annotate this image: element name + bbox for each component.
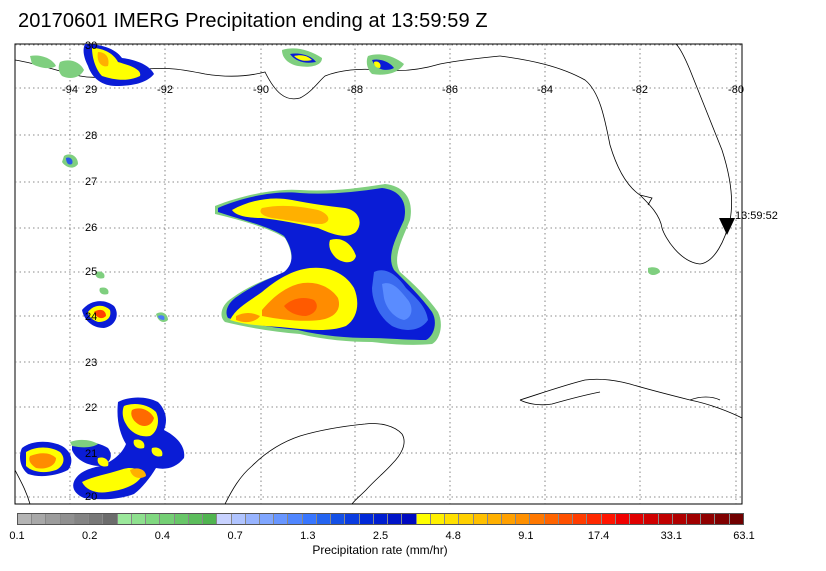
colorbar-swatch (174, 514, 189, 524)
overpass-time-label: 13:59:52 (735, 210, 778, 222)
lat-label: 27 (85, 176, 97, 188)
lon-gridlines (69, 44, 737, 504)
longitude-labels: -94 -92 -90 -88 -86 -84 -82 -80 (62, 84, 744, 96)
colorbar-swatch (530, 514, 545, 524)
colorbar-swatch (274, 514, 289, 524)
lat-label: 22 (85, 402, 97, 414)
lon-label: -94 (62, 84, 78, 96)
colorbar-swatch (473, 514, 488, 524)
colorbar-swatch (188, 514, 204, 524)
lon-label: -90 (253, 84, 269, 96)
colorbar-tick-label: 4.8 (445, 530, 461, 542)
lat-label: 29 (85, 84, 97, 96)
lat-label: 20 (85, 491, 97, 503)
colorbar-tick-label: 1.3 (300, 530, 316, 542)
colorbar-swatch (601, 514, 616, 524)
colorbar-swatch (430, 514, 446, 524)
colorbar-swatch (160, 514, 175, 524)
colorbar-swatch (46, 514, 61, 524)
precipitation-map: 30 29 28 27 26 25 24 23 22 21 20 -94 -92… (14, 40, 778, 505)
latitude-labels: 30 29 28 27 26 25 24 23 22 21 20 (85, 40, 97, 503)
colorbar-tick-label: 0.7 (227, 530, 243, 542)
colorbar-swatch (658, 514, 673, 524)
colorbar-swatch (573, 514, 588, 524)
lon-label: -82 (632, 84, 648, 96)
colorbar-tick-label: 63.1 (733, 530, 755, 542)
colorbar-swatch (402, 514, 417, 524)
colorbar-tick-label: 9.1 (518, 530, 534, 542)
colorbar-swatch (203, 514, 218, 524)
colorbar-swatch (288, 514, 303, 524)
colorbar-swatch (687, 514, 702, 524)
lat-label: 30 (85, 40, 97, 52)
colorbar-swatch (644, 514, 659, 524)
colorbar-tick-label: 2.5 (372, 530, 389, 542)
colorbar-swatch (60, 514, 75, 524)
colorbar-swatch (701, 514, 716, 524)
map-title: 20170601 IMERG Precipitation ending at 1… (18, 10, 488, 32)
colorbar-swatch (302, 514, 317, 524)
colorbar-swatch (316, 514, 332, 524)
colorbar-swatch (259, 514, 275, 524)
colorbar-swatch (217, 514, 232, 524)
lon-label: -92 (157, 84, 173, 96)
lat-label: 25 (85, 266, 97, 278)
lon-label: -84 (537, 84, 553, 96)
colorbar-swatch (345, 514, 360, 524)
colorbar-swatch (516, 514, 531, 524)
colorbar-swatch (231, 514, 246, 524)
lat-label: 21 (85, 448, 97, 460)
colorbar-swatch (103, 514, 118, 524)
precipitation-cells (20, 44, 660, 500)
colorbar-swatch (416, 514, 431, 524)
colorbar-swatch (715, 514, 730, 524)
colorbar-swatch (445, 514, 460, 524)
colorbar-label: Precipitation rate (mm/hr) (312, 543, 448, 557)
colorbar-swatch (131, 514, 147, 524)
colorbar-tick-label: 0.4 (154, 530, 171, 542)
colorbar-swatch (487, 514, 502, 524)
lat-label: 23 (85, 357, 97, 369)
colorbar-swatch (630, 514, 645, 524)
colorbar-swatch (587, 514, 602, 524)
colorbar-swatch (544, 514, 559, 524)
lon-label: -88 (347, 84, 363, 96)
colorbar-swatch (359, 514, 374, 524)
colorbar-swatch (89, 514, 104, 524)
colorbar-swatch (18, 514, 33, 524)
colorbar-swatch (373, 514, 389, 524)
colorbar-tick-label: 0.1 (9, 530, 25, 542)
colorbar-swatch (615, 514, 631, 524)
colorbar (17, 513, 744, 525)
colorbar-tick-label: 17.4 (587, 530, 610, 542)
lat-label: 24 (85, 311, 97, 323)
colorbar-swatch (729, 514, 743, 524)
colorbar-ticks: 0.1 0.2 0.4 0.7 1.3 2.5 4.8 9.1 17.4 33.1 63.1 (0, 530, 826, 544)
colorbar-tick-label: 0.2 (82, 530, 98, 542)
colorbar-swatch (331, 514, 346, 524)
colorbar-swatch (117, 514, 132, 524)
colorbar-tick-label: 33.1 (660, 530, 683, 542)
colorbar-swatch (672, 514, 688, 524)
colorbar-swatch (558, 514, 574, 524)
lat-label: 28 (85, 130, 97, 142)
lon-label: -80 (728, 84, 744, 96)
colorbar-swatch (459, 514, 474, 524)
lon-label: -86 (442, 84, 458, 96)
colorbar-swatch (146, 514, 161, 524)
colorbar-swatch (245, 514, 260, 524)
colorbar-swatch (501, 514, 517, 524)
colorbar-swatch (32, 514, 47, 524)
lat-label: 26 (85, 222, 97, 234)
colorbar-swatch (388, 514, 403, 524)
overpass-marker-icon (719, 218, 735, 235)
colorbar-swatch (74, 514, 90, 524)
